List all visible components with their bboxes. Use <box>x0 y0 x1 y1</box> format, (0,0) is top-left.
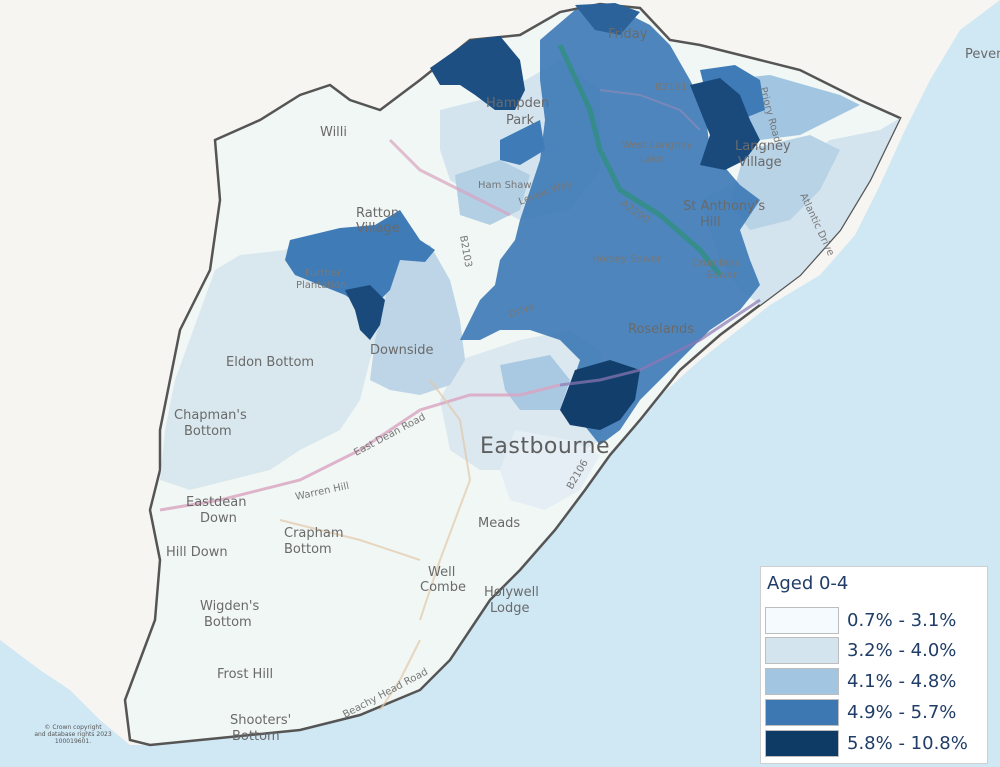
label-sewer: Sewer <box>706 270 738 281</box>
label-hill: Hill <box>700 215 721 230</box>
label-wigdens: Wigden's <box>200 599 259 614</box>
copyright-line: © Crown copyright <box>44 724 102 731</box>
label-crapham: Crapham <box>284 526 344 541</box>
zone-class-5 <box>345 285 385 340</box>
label-downside: Downside <box>370 343 433 358</box>
roads <box>159 43 761 711</box>
zone-class-3 <box>730 135 840 230</box>
label-pevensey: Peven <box>965 47 1000 62</box>
zone-class-3 <box>455 160 530 225</box>
zone-class-2 <box>700 118 900 305</box>
copyright-line: and database rights 2023 <box>34 731 112 738</box>
label-b2191: B2191 <box>655 82 687 93</box>
label-crapham-bottom: Bottom <box>284 542 332 557</box>
zone-class-2 <box>500 430 600 510</box>
label-ratton: Ratton <box>356 206 399 221</box>
label-hampden: Hampden <box>486 96 549 111</box>
label-eastbourne: Eastbourne <box>480 434 610 459</box>
label-st-anthonys: St Anthony's <box>683 199 765 214</box>
label-ratton-village: Village <box>356 221 400 236</box>
label-lodge: Lodge <box>490 601 529 616</box>
legend-row: 4.9% - 5.7% <box>765 699 983 727</box>
legend-label: 3.2% - 4.0% <box>847 640 957 661</box>
label-village: Village <box>738 155 782 170</box>
label-crumbles: Crumbles <box>692 258 740 269</box>
label-friday: Friday <box>608 27 648 42</box>
legend-swatch <box>765 607 839 634</box>
label-further: Further <box>305 268 342 279</box>
label-plantation: Plantation <box>296 280 346 291</box>
legend-title: Aged 0-4 <box>767 573 849 594</box>
copyright-notice: © Crown copyright and database rights 20… <box>18 724 128 745</box>
label-well: Well <box>428 565 455 580</box>
label-hill-down: Hill Down <box>166 545 228 560</box>
label-down: Down <box>200 511 237 526</box>
label-combe: Combe <box>420 580 466 595</box>
zone-class-5 <box>430 36 525 110</box>
legend-swatch <box>765 699 839 726</box>
legend: Aged 0-4 0.7% - 3.1% 3.2% - 4.0% 4.1% - … <box>760 566 988 764</box>
zone-class-5 <box>560 360 640 430</box>
legend-swatch <box>765 730 839 757</box>
legend-row: 3.2% - 4.0% <box>765 637 983 665</box>
label-willi: Willi <box>320 125 347 140</box>
copyright-line: 100019601. <box>54 738 92 745</box>
zone-class-4 <box>285 210 435 305</box>
label-shooters: Shooters' <box>230 713 291 728</box>
legend-label: 4.9% - 5.7% <box>847 702 957 723</box>
legend-label: 5.8% - 10.8% <box>847 733 968 754</box>
label-holywell: Holywell <box>484 585 539 600</box>
label-shooters-bottom: Bottom <box>232 729 280 744</box>
label-wigdens-bottom: Bottom <box>204 615 252 630</box>
label-ham-shaw: Ham Shaw <box>478 180 532 191</box>
legend-label: 4.1% - 4.8% <box>847 671 957 692</box>
label-roselands: Roselands <box>628 322 694 337</box>
label-park: Park <box>506 113 535 128</box>
legend-row: 4.1% - 4.8% <box>765 668 983 696</box>
label-lake: Lake <box>640 154 663 165</box>
zone-class-4 <box>500 120 545 165</box>
legend-swatch <box>765 668 839 695</box>
label-frost-hill: Frost Hill <box>217 667 273 682</box>
label-eastdean: Eastdean <box>186 495 247 510</box>
zone-class-5 <box>690 78 760 170</box>
zone-class-5 <box>575 3 640 35</box>
zone-class-2 <box>160 230 395 490</box>
legend-row: 5.8% - 10.8% <box>765 730 983 758</box>
legend-label: 0.7% - 3.1% <box>847 610 957 631</box>
label-west-langney: West Langney <box>622 140 693 151</box>
label-chapmans-bottom: Bottom <box>184 424 232 439</box>
legend-swatch <box>765 637 839 664</box>
label-horsey-sewer: Horsey Sewer <box>592 254 662 265</box>
legend-row: 0.7% - 3.1% <box>765 607 983 635</box>
label-langney: Langney <box>735 139 791 154</box>
label-chapmans: Chapman's <box>174 408 247 423</box>
label-meads: Meads <box>478 516 520 531</box>
label-eldon-bottom: Eldon Bottom <box>226 355 314 370</box>
